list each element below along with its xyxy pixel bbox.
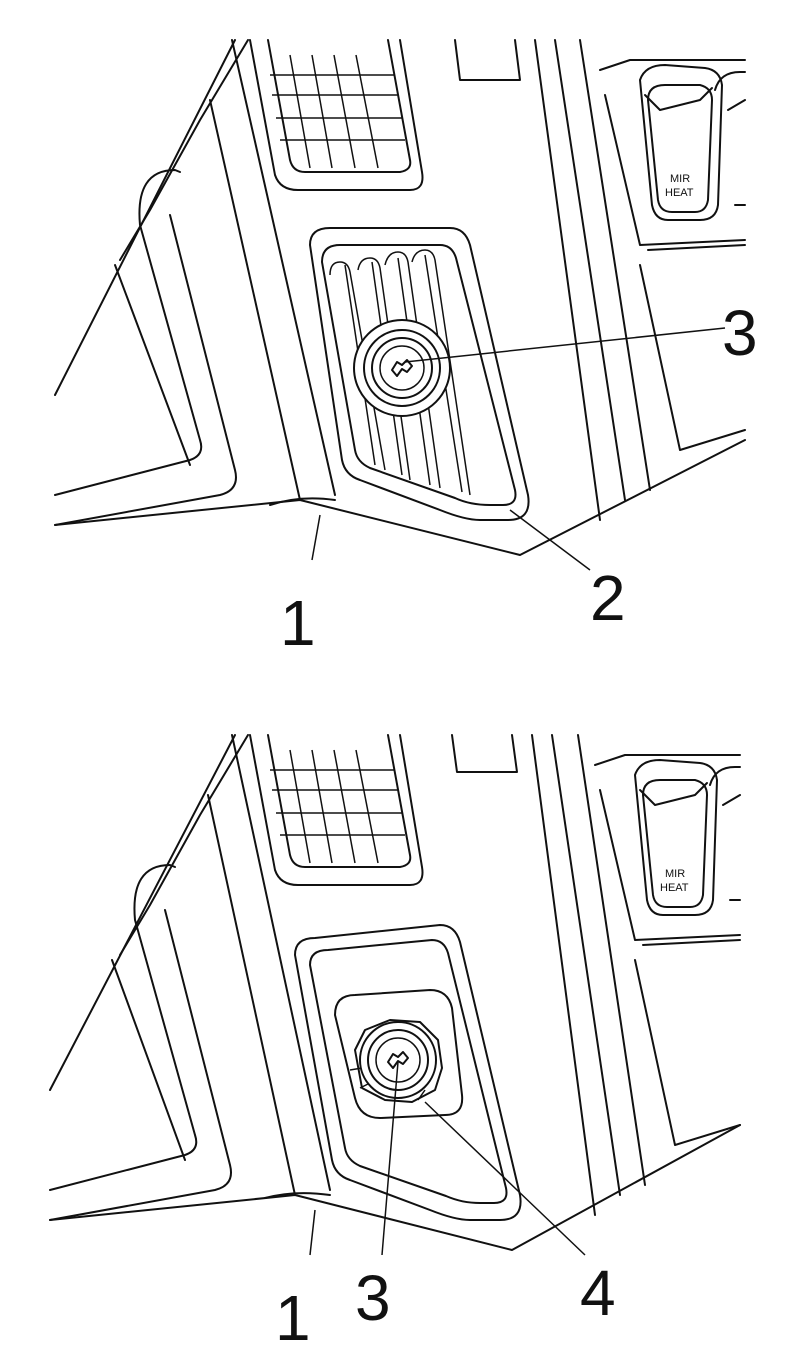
dash-curve-lower [264,1192,331,1199]
console-line-c-lower [577,734,646,1186]
adjacent-switch [714,71,746,206]
callout-1-upper: 1 [280,587,316,659]
dash-curve [269,497,336,506]
dash-bottom-edge-lower [49,1124,741,1251]
cluster-bezel-line [114,264,191,466]
callout-3-upper: 3 [722,297,758,369]
top-vent-lower [249,734,424,886]
adjacent-switch-lower [709,766,741,901]
mir-heat-switch-lower[interactable]: MIR HEAT [634,759,718,916]
top-slot-lower [451,734,518,773]
panel-line-b [231,39,336,496]
retaining-nut[interactable] [354,1019,443,1103]
switch-label-heat-lower: HEAT [660,882,689,894]
top-vent [249,39,424,191]
leader-4-lower [424,1101,586,1256]
mir-heat-switch[interactable]: MIR HEAT [639,64,723,221]
cluster-bezel-inner-lower [49,909,232,1221]
keyhole-icon [391,359,413,377]
dash-inner-edge [119,39,249,261]
switch-label-mir: MIR [670,173,690,185]
callout-1-lower: 1 [275,1282,311,1350]
cluster-bezel-inner [54,214,237,526]
lower-panel: MIR HEAT 1 3 4 [49,734,741,1350]
panel-line-a-lower [207,794,296,1196]
keyhole-icon-lower [387,1051,409,1069]
leader-3-lower [381,1061,399,1256]
cluster-bezel-line-lower [111,959,186,1161]
panel-line-b-lower [231,734,331,1191]
key-lock-cylinder[interactable] [353,319,451,417]
lock-bezel-plain [294,924,522,1221]
switch-bank: MIR HEAT [599,59,746,451]
switch-label-mir-lower: MIR [665,868,685,880]
callout-4-lower: 4 [580,1257,616,1329]
dash-bottom-edge [54,439,746,556]
upper-panel: MIR HEAT [54,39,758,659]
leader-1-upper [311,514,321,561]
leader-3-upper [404,327,726,363]
dash-inner-edge-lower [119,734,249,956]
top-slot [454,39,521,81]
cluster-bezel-lower [49,864,198,1191]
console-line-a-lower [531,734,596,1216]
dash-left-edge-lower [49,734,236,1091]
callout-2-upper: 2 [590,562,626,634]
panel-line-a [209,99,301,501]
leader-1-lower [309,1209,316,1256]
console-line-b-lower [551,734,621,1196]
key-lock-cylinder-lower[interactable] [349,1019,443,1103]
switch-bank-lower: MIR HEAT [594,754,741,1146]
callout-3-lower: 3 [355,1262,391,1334]
cluster-bezel [54,169,203,496]
console-line-b [554,39,626,501]
console-line-a [534,39,601,521]
lock-recess [334,989,464,1119]
leader-2-upper [509,509,591,571]
console-line-c [579,39,651,491]
switch-label-heat: HEAT [665,187,694,199]
